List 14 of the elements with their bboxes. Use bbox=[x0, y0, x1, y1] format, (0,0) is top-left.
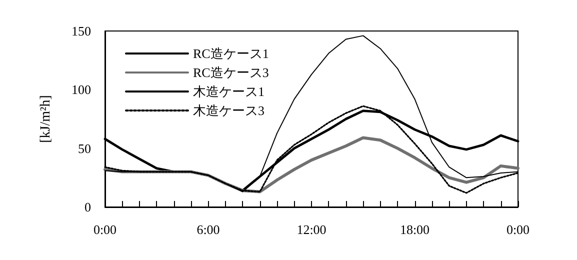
y-tick-label: 100 bbox=[72, 82, 91, 98]
y-tick-label: 50 bbox=[78, 140, 91, 156]
legend-label: 木造ケース3 bbox=[193, 103, 264, 118]
x-tick-label: 0:00 bbox=[93, 222, 117, 237]
y-tick-label: 150 bbox=[72, 24, 91, 38]
legend-label: RC造ケース3 bbox=[193, 65, 269, 80]
x-tick-label: 0:00 bbox=[506, 222, 530, 237]
x-tick-label: 18:00 bbox=[400, 222, 430, 237]
legend-label: RC造ケース1 bbox=[193, 46, 269, 61]
y-axis-title: [kJ/m²h] bbox=[38, 95, 54, 143]
x-tick-label: 12:00 bbox=[296, 222, 326, 237]
legend-label: 木造ケース1 bbox=[193, 84, 264, 99]
x-tick-label: 6:00 bbox=[196, 222, 220, 237]
y-tick-label: 0 bbox=[84, 200, 91, 214]
